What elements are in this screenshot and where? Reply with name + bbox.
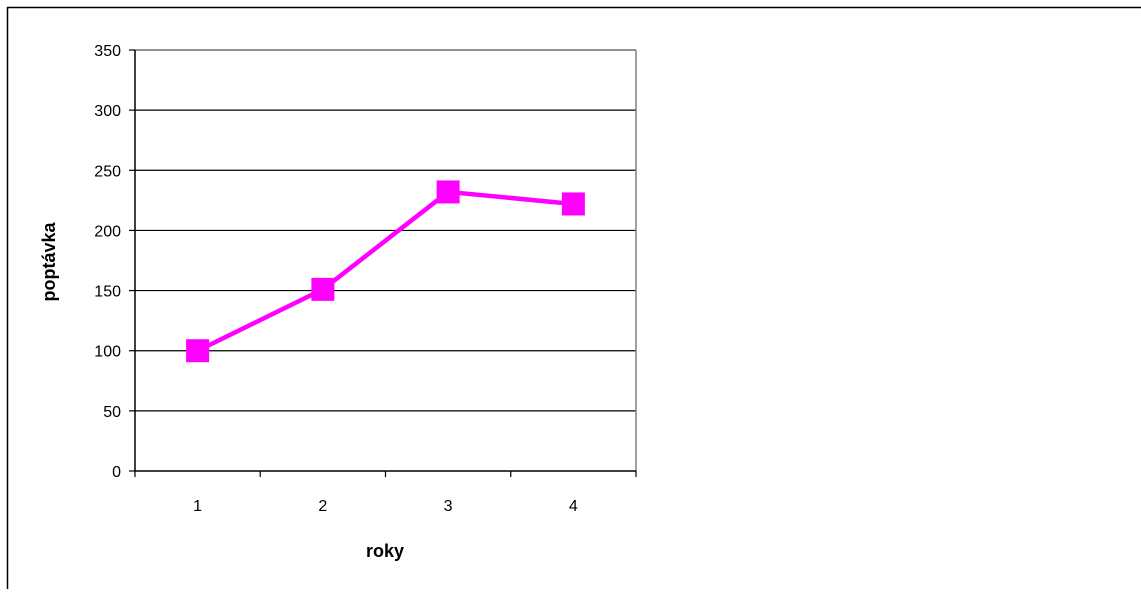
chart-outer-frame — [6, 6, 1141, 589]
data-point-3 — [436, 180, 460, 204]
y-axis-title: poptávka — [39, 222, 59, 302]
x-axis-title: roky — [366, 541, 404, 561]
y-tick-label-150: 150 — [94, 284, 121, 301]
y-tick-label-300: 300 — [94, 103, 121, 120]
x-axis-title-group: roky — [366, 541, 404, 561]
y-tick-label-0: 0 — [112, 464, 121, 481]
x-tick-label-3: 3 — [444, 498, 453, 515]
y-tick-label-100: 100 — [94, 344, 121, 361]
data-point-4 — [561, 192, 585, 216]
x-tick-label-1: 1 — [193, 498, 202, 515]
data-point-1 — [186, 339, 210, 363]
y-tick-label-350: 350 — [94, 43, 121, 60]
y-axis-title-group: poptávka — [39, 222, 59, 302]
series-line-0 — [196, 189, 574, 353]
plot-layer: 0 50 100 150 200 250 300 350 1 2 3 4 — [94, 43, 637, 515]
y-tick-label-250: 250 — [94, 163, 121, 180]
data-point-2 — [311, 277, 335, 301]
y-tick-label-50: 50 — [103, 404, 121, 421]
y-tick-label-200: 200 — [94, 223, 121, 240]
x-tick-label-4: 4 — [569, 498, 578, 515]
x-tick-label-2: 2 — [318, 498, 327, 515]
